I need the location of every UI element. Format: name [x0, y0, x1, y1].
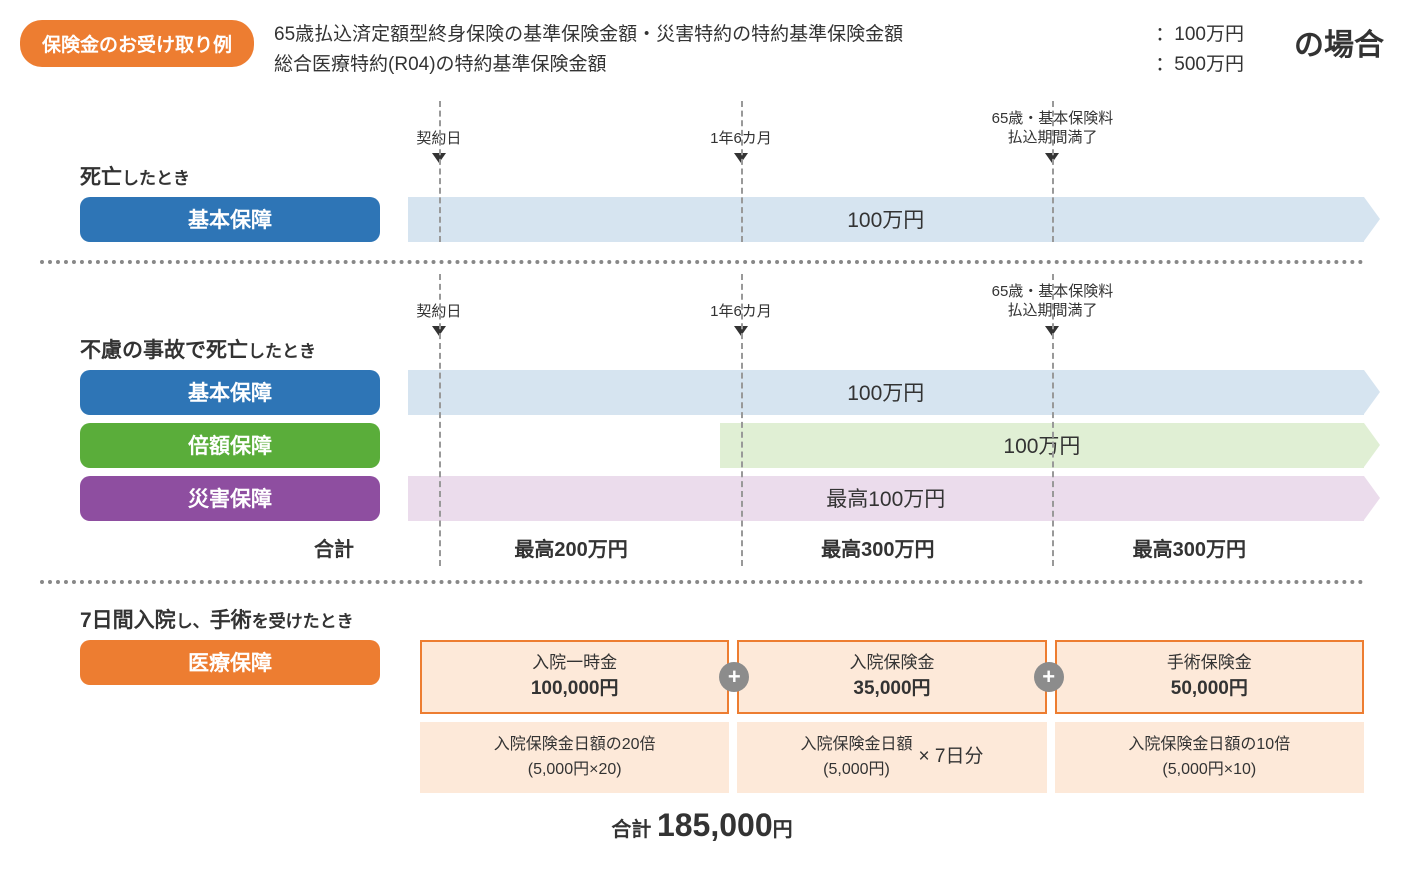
subtitle-2-prefix: 総合医療特約(R04)の特約基準保険金額 [274, 54, 607, 75]
separator-1 [40, 260, 1364, 264]
triangle-down-icon [734, 326, 748, 336]
section-title-med: 7日間入院し、手術を受けたとき [80, 604, 1384, 634]
timeline-labels-1: 契約日1年6カ月65歳・基本保険料払込期間満了 [420, 115, 1364, 159]
row-label-medical: 医療保障 [80, 640, 380, 685]
row-label-basic-1: 基本保障 [80, 197, 380, 242]
medical-col: 手術保険金50,000円入院保険金日額の10倍(5,000円×10) [1055, 640, 1364, 793]
grand-total-prefix: 合計 [611, 819, 651, 841]
bar-disaster-text: 最高100万円 [826, 483, 945, 513]
triangle-down-icon [1045, 153, 1059, 163]
bar-basic-1: 100万円 [408, 197, 1364, 242]
subtitle-1-prefix: 65歳払込済定額型終身保険の基準保険金額・災害特約の特約基準保険金額 [274, 24, 903, 45]
med-title-3: 手術 [210, 609, 252, 632]
subtitle-line-1: 65歳払込済定額型終身保険の基準保険金額・災害特約の特約基準保険金額 ：100万… [274, 20, 1264, 50]
bar-double: 100万円 [720, 423, 1364, 468]
totals-label: 合計 [280, 533, 388, 562]
row-label-double: 倍額保障 [80, 423, 380, 468]
subtitle-2-amount: ：500万円 [1155, 50, 1244, 80]
grand-total-amount: 185,000 [657, 807, 773, 843]
row-label-basic-2: 基本保障 [80, 370, 380, 415]
medical-bottom-box: 入院保険金日額の20倍(5,000円×20) [420, 722, 729, 793]
medical-bottom-box: 入院保険金日額の10倍(5,000円×10) [1055, 722, 1364, 793]
section-title-2-main: 不慮の事故で死亡 [80, 339, 248, 362]
bar-area-disaster: 最高100万円 [388, 476, 1364, 521]
bar-basic-2-text: 100万円 [847, 377, 924, 407]
row-double: 倍額保障 100万円 [20, 423, 1384, 468]
section-title-1-main: 死亡 [80, 166, 122, 189]
case-suffix: の場合 [1294, 20, 1384, 64]
section-title-2-tail: したとき [248, 342, 316, 361]
timeline-label: 契約日 [416, 129, 461, 149]
medical-col: 入院保険金35,000円入院保険金日額(5,000円)× 7日分 [737, 640, 1046, 793]
triangle-down-icon [432, 153, 446, 163]
title-badge: 保険金のお受け取り例 [20, 20, 254, 67]
bar-double-text: 100万円 [1003, 430, 1080, 460]
med-title-2: し、 [176, 612, 210, 631]
section-title-1-tail: したとき [122, 169, 190, 188]
timeline-label: 契約日 [416, 302, 461, 322]
medical-col: 入院一時金100,000円入院保険金日額の20倍(5,000円×20) [420, 640, 729, 793]
row-label-disaster: 災害保障 [80, 476, 380, 521]
medical-boxes: 入院一時金100,000円入院保険金日額の20倍(5,000円×20)入院保険金… [420, 640, 1364, 793]
triangle-down-icon [432, 326, 446, 336]
bar-disaster: 最高100万円 [408, 476, 1364, 521]
triangle-down-icon [734, 153, 748, 163]
totals-cell-2: 最高300万円 [1034, 533, 1346, 562]
header: 保険金のお受け取り例 65歳払込済定額型終身保険の基準保険金額・災害特約の特約基… [20, 20, 1384, 81]
row-basic-2: 基本保障 100万円 [20, 370, 1384, 415]
timeline-label: 1年6カ月 [710, 129, 772, 149]
subtitle-block: 65歳払込済定額型終身保険の基準保険金額・災害特約の特約基準保険金額 ：100万… [274, 20, 1264, 81]
section-death: 死亡したとき 契約日1年6カ月65歳・基本保険料払込期間満了 基本保障 100万… [20, 111, 1384, 242]
timeline-labels-2: 契約日1年6カ月65歳・基本保険料払込期間満了 [420, 288, 1364, 332]
bar-area-double: 100万円 [388, 423, 1364, 468]
row-disaster: 災害保障 最高100万円 [20, 476, 1384, 521]
med-title-1: 7日間入院 [80, 609, 176, 632]
plus-icon: + [1034, 662, 1064, 692]
totals-cell-0: 最高200万円 [420, 533, 722, 562]
bar-area-basic-1: 100万円 [388, 197, 1364, 242]
section-title-2: 不慮の事故で死亡したとき [80, 334, 1384, 364]
grand-total: 合計 185,000円 [20, 807, 1384, 844]
med-title-4: を受けたとき [252, 612, 354, 631]
subtitle-line-2: 総合医療特約(R04)の特約基準保険金額 ：500万円 [274, 50, 1264, 80]
subtitle-1-amount: ：100万円 [1155, 20, 1244, 50]
totals-cell-1: 最高300万円 [722, 533, 1034, 562]
grand-total-suffix: 円 [773, 819, 793, 841]
plus-icon: + [719, 662, 749, 692]
bar-basic-2: 100万円 [408, 370, 1364, 415]
medical-top-box: 入院一時金100,000円 [420, 640, 729, 714]
section-title-1: 死亡したとき [80, 161, 1384, 191]
row-basic-1: 基本保障 100万円 [20, 197, 1384, 242]
section-medical: 7日間入院し、手術を受けたとき 医療保障 入院一時金100,000円入院保険金日… [20, 604, 1384, 844]
medical-top-box: 入院保険金35,000円 [737, 640, 1046, 714]
medical-top-box: 手術保険金50,000円 [1055, 640, 1364, 714]
bar-area-basic-2: 100万円 [388, 370, 1364, 415]
section-accident: 不慮の事故で死亡したとき 契約日1年6カ月65歳・基本保険料払込期間満了 基本保… [20, 284, 1384, 562]
medical-bottom-box: 入院保険金日額(5,000円)× 7日分 [737, 722, 1046, 793]
totals-cells: 最高200万円 最高300万円 最高300万円 [420, 533, 1364, 562]
timeline-label: 65歳・基本保険料払込期間満了 [992, 109, 1114, 148]
totals-row: 合計 最高200万円 最高300万円 最高300万円 [280, 533, 1364, 562]
separator-2 [40, 580, 1364, 584]
timeline-label: 1年6カ月 [710, 302, 772, 322]
bar-basic-1-text: 100万円 [847, 204, 924, 234]
timeline-label: 65歳・基本保険料払込期間満了 [992, 282, 1114, 321]
triangle-down-icon [1045, 326, 1059, 336]
